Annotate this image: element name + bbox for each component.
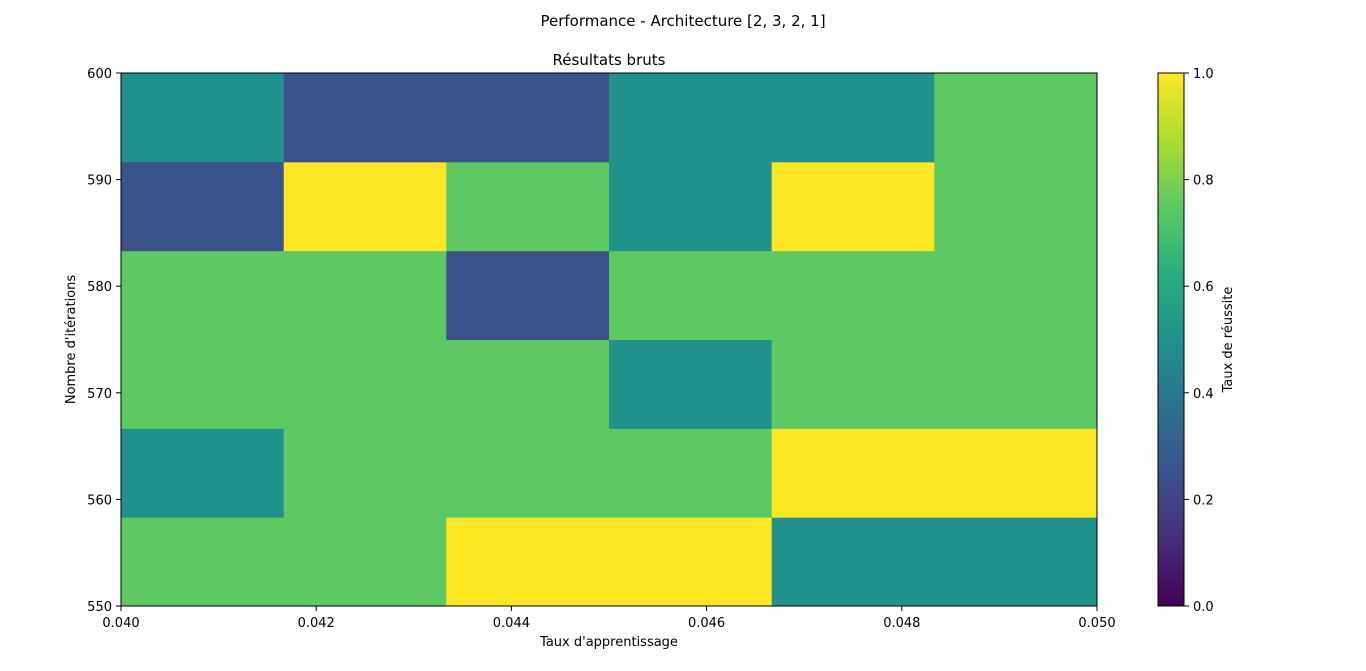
heatmap-cell: [283, 161, 447, 252]
chart-subtitle: Résultats bruts: [553, 51, 666, 69]
heatmap-cell: [121, 161, 285, 252]
colorbar-label: Taux de réussite: [1221, 287, 1236, 394]
x-tick-label: 0.040: [102, 616, 139, 631]
colorbar: [1157, 72, 1185, 607]
heatmap-cell: [283, 73, 447, 163]
heatmap-cell: [609, 73, 773, 163]
colorbar-tick-label: 0.6: [1193, 280, 1214, 295]
heatmap-cell: [934, 428, 1098, 518]
y-tick-label: 570: [87, 387, 112, 402]
colorbar-tick-label: 0.8: [1193, 174, 1214, 189]
heatmap-cell: [446, 517, 610, 607]
heatmap-cell: [121, 517, 285, 607]
heatmap-cell: [121, 339, 285, 429]
plot-frame: [120, 72, 1098, 607]
heatmap-cell: [934, 339, 1098, 429]
heatmap-cell: [771, 339, 935, 429]
heatmap-cell: [771, 73, 935, 163]
x-tick-label: 0.044: [493, 616, 530, 631]
heatmap-cell: [446, 73, 610, 163]
heatmap-cell: [609, 428, 773, 518]
heatmap-cell: [771, 517, 935, 607]
x-tick-label: 0.050: [1078, 616, 1115, 631]
heatmap-cell: [446, 339, 610, 429]
heatmap-cell: [771, 428, 935, 518]
heatmap-cell: [934, 161, 1098, 252]
heatmap-cell: [446, 428, 610, 518]
heatmap-cell: [609, 517, 773, 607]
heatmap-cell: [283, 428, 447, 518]
heatmap-cell: [446, 250, 610, 340]
colorbar-tick-label: 0.4: [1193, 387, 1214, 402]
heatmap-cell: [121, 428, 285, 518]
x-axis-label: Taux d'apprentissage: [539, 635, 678, 650]
x-axis-ticks: 0.040 0.042 0.044 0.046 0.048 0.050: [102, 606, 1116, 631]
heatmap-cell: [283, 250, 447, 340]
heatmap-cell: [283, 339, 447, 429]
heatmap-cell: [934, 250, 1098, 340]
heatmap-cell: [934, 517, 1098, 607]
heatmap-cell: [609, 339, 773, 429]
x-tick-label: 0.042: [298, 616, 335, 631]
heatmap-cell: [771, 161, 935, 252]
heatmap-cells: [121, 73, 1098, 607]
colorbar-tick-label: 1.0: [1193, 67, 1214, 82]
y-tick-label: 550: [87, 600, 112, 615]
colorbar-tick-label: 0.2: [1193, 493, 1214, 508]
heatmap-cell: [771, 250, 935, 340]
heatmap-cell: [283, 517, 447, 607]
heatmap-cell: [121, 250, 285, 340]
y-tick-label: 580: [87, 280, 112, 295]
chart-title: Performance - Architecture [2, 3, 2, 1]: [540, 12, 825, 30]
colorbar-tick-label: 0.0: [1193, 600, 1214, 615]
heatmap-cell: [446, 161, 610, 252]
x-tick-label: 0.046: [688, 616, 725, 631]
y-tick-label: 560: [87, 493, 112, 508]
heatmap-cell: [609, 250, 773, 340]
x-tick-label: 0.048: [883, 616, 920, 631]
colorbar-ticks: 0.0 0.2 0.4 0.6 0.8 1.0: [1184, 67, 1214, 615]
y-tick-label: 600: [87, 67, 112, 82]
heatmap-cell: [121, 73, 285, 163]
y-tick-label: 590: [87, 174, 112, 189]
heatmap-cell: [609, 161, 773, 252]
y-axis-ticks: 550 560 570 580 590 600: [87, 67, 121, 615]
heatmap-cell: [934, 73, 1098, 163]
y-axis-label: Nombre d'itérations: [64, 275, 79, 405]
